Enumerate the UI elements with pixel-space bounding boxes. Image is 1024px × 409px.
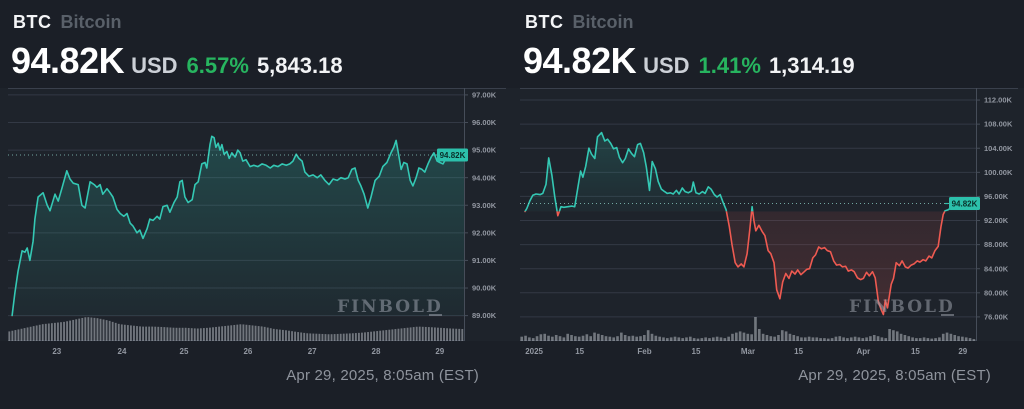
volume-bars	[8, 317, 464, 341]
price-row: 94.82K USD 6.57% 5,843.18	[11, 40, 343, 82]
area-fill-above-baseline	[525, 132, 976, 212]
svg-text:15: 15	[692, 347, 701, 356]
svg-text:29: 29	[958, 347, 967, 356]
svg-text:100.00K: 100.00K	[984, 168, 1013, 177]
price-change-absolute: 5,843.18	[256, 53, 343, 78]
price-line-down	[524, 211, 946, 316]
svg-text:Apr: Apr	[857, 347, 871, 356]
chart-header: BTC Bitcoin	[525, 12, 634, 33]
area-fill-below-baseline	[525, 211, 945, 315]
y-axis-labels: 97.00K 96.00K 95.00K 94.00K 93.00K 92.00K 91.0…	[472, 90, 497, 320]
svg-text:24: 24	[118, 347, 127, 356]
ticker-symbol: BTC	[13, 12, 52, 32]
svg-text:112.00K: 112.00K	[984, 96, 1013, 105]
currency-label: USD	[643, 53, 690, 78]
finbold-watermark: FINBOLD	[337, 297, 443, 317]
svg-text:104.00K: 104.00K	[984, 144, 1013, 153]
btc-7d-chart-panel: BTC Bitcoin 94.82K USD 6.57% 5,843.18 97.…	[0, 12, 512, 384]
coin-name: Bitcoin	[572, 12, 634, 32]
ticker-symbol: BTC	[525, 12, 564, 32]
finbold-watermark: FINBOLD	[849, 297, 955, 317]
svg-text:80.00K: 80.00K	[984, 288, 1009, 297]
svg-text:Mar: Mar	[741, 347, 755, 356]
chart-header: BTC Bitcoin	[13, 12, 122, 33]
price-line-up	[11, 135, 465, 317]
area-fill-below-baseline	[12, 316, 464, 317]
svg-text:96.00K: 96.00K	[472, 118, 497, 127]
svg-text:96.00K: 96.00K	[984, 192, 1009, 201]
svg-text:15: 15	[575, 347, 584, 356]
price-series	[524, 131, 977, 316]
price-change-absolute: 1,314.19	[768, 53, 855, 78]
y-axis-labels: 112.00K 108.00K 104.00K 100.00K 96.00K 92.00K…	[984, 96, 1013, 322]
svg-text:94.82K: 94.82K	[440, 151, 466, 160]
svg-text:26: 26	[243, 347, 252, 356]
chart-timestamp: Apr 29, 2025, 8:05am (EST)	[798, 367, 991, 384]
svg-text:Feb: Feb	[637, 347, 651, 356]
chart-timestamp: Apr 29, 2025, 8:05am (EST)	[286, 367, 479, 384]
btc-ytd-price-chart[interactable]: 112.00K 108.00K 104.00K 100.00K 96.00K 92.00K…	[512, 88, 1024, 358]
price-line-up	[524, 131, 977, 212]
svg-text:25: 25	[180, 347, 189, 356]
price-change-percent: 6.57%	[186, 53, 249, 78]
svg-text:15: 15	[794, 347, 803, 356]
svg-text:27: 27	[308, 347, 317, 356]
price-series	[11, 135, 465, 317]
svg-text:91.00K: 91.00K	[472, 256, 497, 265]
x-axis-labels: 2025 15 Feb 15 Mar 15 Apr 15 29	[525, 347, 968, 356]
current-price: 94.82K	[11, 40, 125, 81]
svg-text:29: 29	[435, 347, 444, 356]
svg-text:23: 23	[52, 347, 61, 356]
coin-name: Bitcoin	[60, 12, 122, 32]
svg-text:92.00K: 92.00K	[984, 216, 1009, 225]
price-change-percent: 1.41%	[698, 53, 761, 78]
svg-text:76.00K: 76.00K	[984, 313, 1009, 322]
svg-text:92.00K: 92.00K	[472, 228, 497, 237]
btc-ytd-chart-panel: BTC Bitcoin 94.82K USD 1.41% 1,314.19 112…	[512, 0, 1024, 409]
current-price-label: 94.82K	[945, 197, 980, 211]
svg-text:89.00K: 89.00K	[472, 311, 497, 320]
btc-7d-price-chart[interactable]: 97.00K 96.00K 95.00K 94.00K 93.00K 92.00K 91.0…	[0, 88, 512, 358]
svg-text:90.00K: 90.00K	[472, 284, 497, 293]
current-price: 94.82K	[523, 40, 637, 81]
currency-label: USD	[131, 53, 178, 78]
current-price-label: 94.82K	[433, 148, 468, 162]
x-axis-labels: 23 24 25 26 27 28 29	[52, 347, 444, 356]
svg-text:15: 15	[911, 347, 920, 356]
svg-text:28: 28	[372, 347, 381, 356]
svg-text:93.00K: 93.00K	[472, 201, 497, 210]
area-fill-above-baseline	[12, 136, 464, 317]
svg-text:2025: 2025	[525, 347, 543, 356]
price-row: 94.82K USD 1.41% 1,314.19	[523, 40, 855, 82]
volume-bars	[520, 317, 976, 341]
svg-text:94.82K: 94.82K	[952, 200, 978, 209]
svg-text:95.00K: 95.00K	[472, 146, 497, 155]
svg-text:108.00K: 108.00K	[984, 120, 1013, 129]
svg-text:94.00K: 94.00K	[472, 173, 497, 182]
svg-text:97.00K: 97.00K	[472, 90, 497, 99]
svg-text:88.00K: 88.00K	[984, 240, 1009, 249]
svg-text:84.00K: 84.00K	[984, 264, 1009, 273]
